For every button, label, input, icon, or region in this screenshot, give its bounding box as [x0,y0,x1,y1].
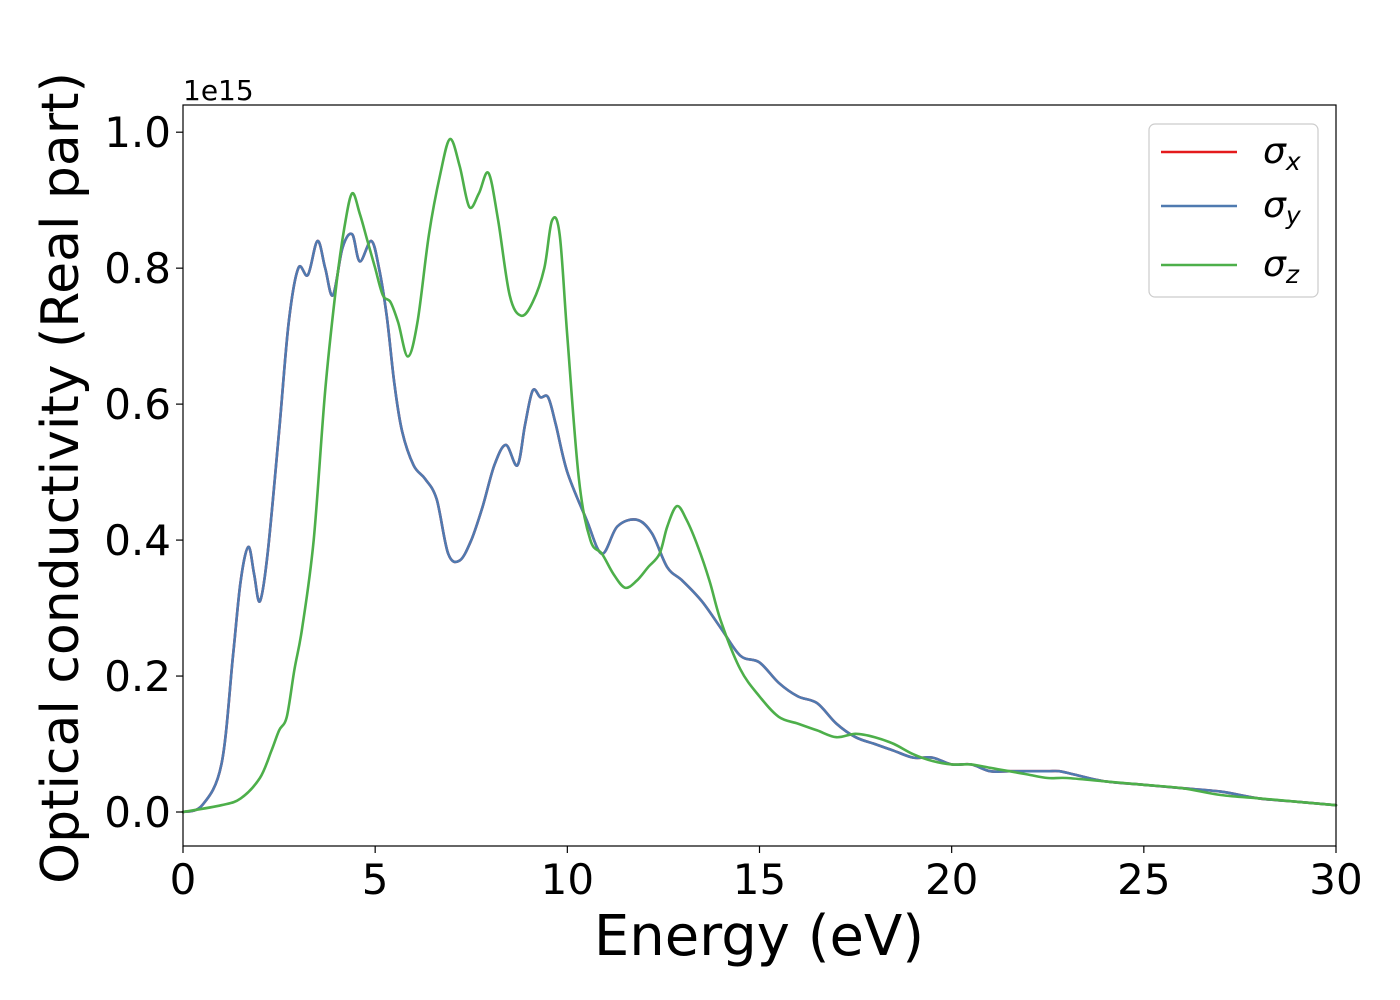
y-axis-ticks: 0.0 0.2 0.4 0.6 0.8 1.0 [104,108,183,837]
x-axis-ticks: 0 5 10 15 20 25 30 [170,846,1363,904]
y-tick-label: 0.8 [104,244,171,293]
x-tick-label: 15 [733,855,786,904]
y-tick-label: 0.6 [104,380,171,429]
y-tick-label: 0.0 [104,788,171,837]
x-tick-label: 25 [1117,855,1170,904]
legend-label-z: σz [1263,244,1300,289]
legend-box [1148,123,1319,298]
y-tick-label: 1.0 [104,108,171,157]
x-tick-label: 20 [925,855,978,904]
x-tick-label: 30 [1309,855,1362,904]
x-tick-label: 5 [362,855,389,904]
legend: σx σy σz [1148,123,1319,298]
y-tick-label: 0.4 [104,516,171,565]
y-offset-text: 1e15 [183,74,254,107]
legend-label-y: σy [1263,185,1302,230]
y-axis-label: Optical conductivity (Real part) [31,72,91,884]
x-tick-label: 0 [170,855,197,904]
x-tick-label: 10 [541,855,594,904]
series-line-y [181,232,1338,814]
series-lines [181,137,1338,814]
x-axis-label: Energy (eV) [594,904,924,969]
y-tick-label: 0.2 [104,652,171,701]
series-line-z [181,137,1338,814]
legend-label-x: σx [1263,131,1301,176]
